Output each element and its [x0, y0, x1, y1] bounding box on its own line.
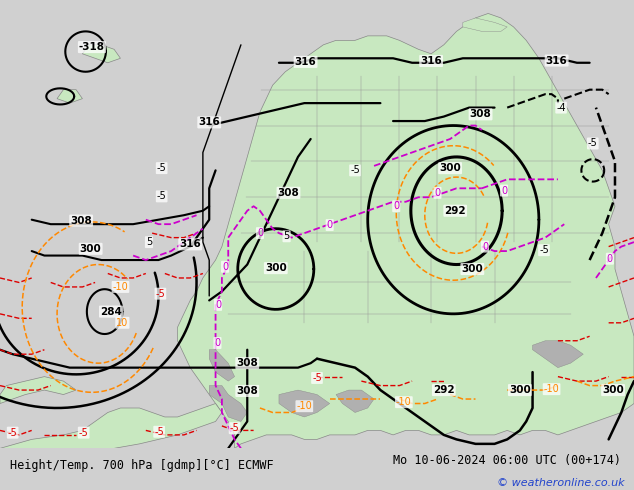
Text: 5: 5	[283, 231, 290, 241]
Polygon shape	[209, 386, 247, 421]
Text: 316: 316	[179, 239, 201, 249]
Text: -5: -5	[8, 428, 18, 438]
Text: -10: -10	[113, 282, 128, 292]
Text: 0: 0	[214, 338, 221, 348]
Polygon shape	[533, 341, 583, 368]
Text: 0: 0	[257, 228, 263, 238]
Text: 300: 300	[462, 264, 483, 274]
Text: 300: 300	[80, 244, 101, 254]
Polygon shape	[178, 13, 634, 448]
Text: 284: 284	[100, 307, 122, 317]
Text: 316: 316	[420, 56, 442, 66]
Text: 10: 10	[116, 318, 129, 328]
Text: -5: -5	[539, 245, 549, 255]
Text: 0: 0	[482, 242, 488, 251]
Text: -5: -5	[157, 192, 167, 201]
Text: -5: -5	[230, 423, 240, 433]
Text: 300: 300	[602, 385, 624, 395]
Text: 300: 300	[439, 163, 461, 173]
Text: 0: 0	[434, 188, 441, 198]
Text: -5: -5	[155, 289, 165, 299]
Text: 0: 0	[501, 186, 507, 196]
Text: 316: 316	[295, 57, 316, 67]
Text: 300: 300	[265, 263, 287, 273]
Text: 316: 316	[198, 118, 220, 127]
Text: 0: 0	[607, 254, 613, 264]
Polygon shape	[279, 390, 330, 417]
Text: 316: 316	[546, 55, 567, 66]
Text: -10: -10	[297, 401, 312, 411]
Text: -5: -5	[157, 163, 167, 173]
Text: -10: -10	[396, 397, 411, 407]
Polygon shape	[57, 90, 82, 103]
Polygon shape	[0, 404, 222, 448]
Text: -4: -4	[556, 102, 566, 113]
Polygon shape	[209, 350, 235, 381]
Text: 292: 292	[444, 206, 466, 216]
Text: 308: 308	[70, 216, 92, 225]
Text: 300: 300	[509, 385, 531, 395]
Text: 0: 0	[215, 300, 221, 310]
Text: 0: 0	[327, 220, 333, 230]
Text: 292: 292	[433, 385, 455, 395]
Polygon shape	[336, 390, 374, 413]
Text: -5: -5	[154, 427, 164, 437]
Polygon shape	[82, 45, 120, 63]
Text: -5: -5	[312, 373, 322, 383]
Text: 0: 0	[222, 262, 228, 272]
Text: -5: -5	[588, 139, 598, 148]
Text: Height/Temp. 700 hPa [gdmp][°C] ECMWF: Height/Temp. 700 hPa [gdmp][°C] ECMWF	[10, 459, 273, 471]
Text: 308: 308	[236, 358, 258, 368]
Text: 5: 5	[146, 237, 152, 247]
Polygon shape	[463, 18, 507, 31]
Text: © weatheronline.co.uk: © weatheronline.co.uk	[497, 477, 624, 488]
Text: 308: 308	[236, 386, 258, 396]
Text: 308: 308	[470, 109, 491, 120]
Text: 308: 308	[278, 188, 299, 198]
Polygon shape	[0, 377, 76, 404]
Text: -5: -5	[350, 165, 360, 175]
Text: -318: -318	[79, 42, 105, 52]
Text: 0: 0	[393, 201, 399, 211]
Text: -5: -5	[79, 428, 89, 438]
Text: Mo 10-06-2024 06:00 UTC (00+174): Mo 10-06-2024 06:00 UTC (00+174)	[393, 454, 621, 467]
Text: -10: -10	[544, 384, 559, 394]
